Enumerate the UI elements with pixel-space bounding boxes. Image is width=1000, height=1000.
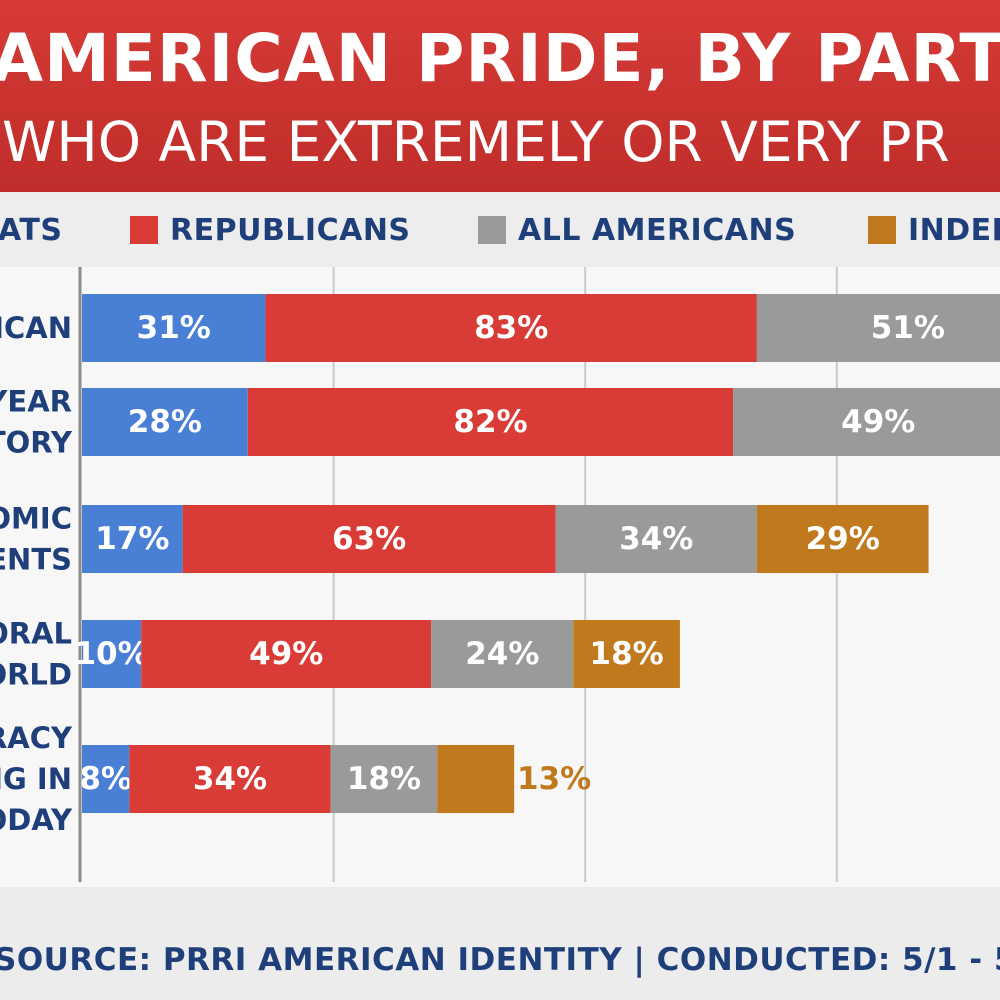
data-label: 83% xyxy=(474,310,548,346)
bar-segment xyxy=(265,294,757,362)
category-label: TORY xyxy=(0,426,73,460)
chart-header: AMERICAN PRIDE, BY PARTY WHO ARE EXTREME… xyxy=(0,0,1000,192)
legend-item-republicans: REPUBLICANS xyxy=(130,212,411,248)
legend-label: ALL AMERICANS xyxy=(518,212,797,248)
data-label: 18% xyxy=(347,761,421,797)
legend-label: INDEP xyxy=(908,212,1000,248)
bar-chart: ICAN 31% 83% 51% YEAR TORY 28% 82% 49% OMIC ENTS 17… xyxy=(0,267,1000,882)
legend-label: REPUBLICANS xyxy=(170,212,411,248)
legend-swatch xyxy=(130,216,158,244)
chart-title: AMERICAN PRIDE, BY PARTY xyxy=(0,20,1000,97)
data-label: 13% xyxy=(517,761,591,797)
bar-segment xyxy=(82,294,266,362)
data-label: 34% xyxy=(619,521,693,557)
data-label: 49% xyxy=(841,404,915,440)
bar-segment xyxy=(247,388,734,456)
legend-swatch xyxy=(478,216,506,244)
data-label: 51% xyxy=(871,310,945,346)
data-label: 29% xyxy=(806,521,880,557)
chart-footer: SOURCE: PRRI AMERICAN IDENTITY | CONDUCT… xyxy=(0,900,1000,1000)
bar-segment xyxy=(437,745,515,813)
data-label: 49% xyxy=(249,636,323,672)
data-label: 82% xyxy=(453,404,527,440)
bar-segment xyxy=(141,620,432,688)
category-label: ORLD xyxy=(0,658,72,692)
data-label: 18% xyxy=(590,636,664,672)
bar-segment xyxy=(82,745,130,813)
bar-segment xyxy=(756,505,929,573)
bar-segment xyxy=(182,505,556,573)
legend-label: ATS xyxy=(0,212,63,248)
source-note: SOURCE: PRRI AMERICAN IDENTITY | CONDUCT… xyxy=(0,942,1000,978)
legend-swatch xyxy=(868,216,896,244)
chart-legend: ATS REPUBLICANS ALL AMERICANS INDEP xyxy=(0,192,1000,267)
bar-segment xyxy=(573,620,680,688)
bar-segment xyxy=(431,620,574,688)
data-label: 63% xyxy=(332,521,406,557)
legend-item-democrats: ATS xyxy=(0,212,62,248)
category-label: ORAL xyxy=(0,617,72,651)
bar-segment xyxy=(330,745,438,813)
category-label: ICAN xyxy=(0,311,72,345)
data-label: 17% xyxy=(95,521,169,557)
bar-segment xyxy=(82,505,183,573)
data-label: 8% xyxy=(79,761,132,797)
category-label: NG IN xyxy=(0,762,72,796)
bar-segment xyxy=(82,620,142,688)
category-label: OMIC xyxy=(0,502,72,536)
chart-area: ICAN 31% 83% 51% YEAR TORY 28% 82% 49% OMIC ENTS 17… xyxy=(0,267,1000,887)
data-label: 24% xyxy=(465,636,539,672)
data-label: 10% xyxy=(74,636,148,672)
bar-segment xyxy=(555,505,757,573)
category-label: YEAR xyxy=(0,385,72,419)
data-label: 28% xyxy=(128,404,202,440)
legend-item-independents: INDEP xyxy=(868,212,1000,248)
legend-item-all-americans: ALL AMERICANS xyxy=(478,212,796,248)
category-label: ENTS xyxy=(0,543,72,577)
chart-subtitle: WHO ARE EXTREMELY OR VERY PR xyxy=(2,110,950,174)
bar-segment xyxy=(733,388,1000,456)
category-label: RACY xyxy=(0,721,73,755)
bar-segment xyxy=(82,388,248,456)
bar-segment xyxy=(129,745,331,813)
category-label: ODAY xyxy=(0,803,73,837)
data-label: 31% xyxy=(137,310,211,346)
data-label: 34% xyxy=(193,761,267,797)
bar-segment xyxy=(756,294,1000,362)
